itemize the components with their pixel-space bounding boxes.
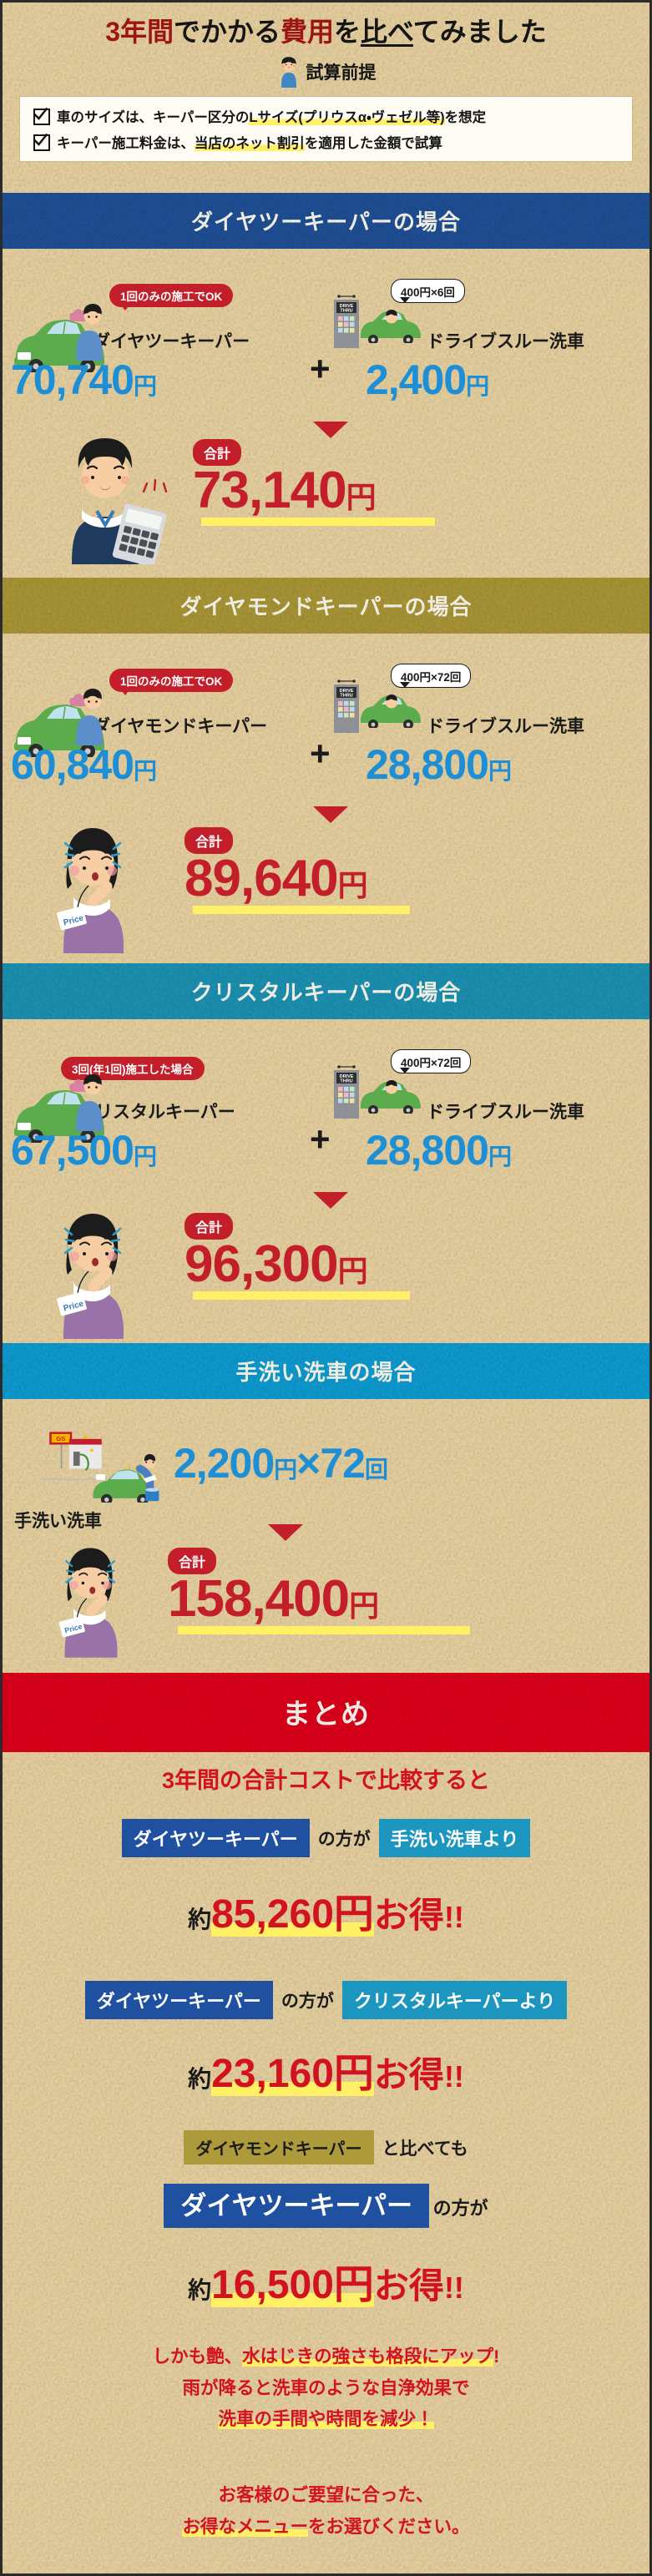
svg-text:THRU: THRU xyxy=(340,1079,352,1084)
svg-text:THRU: THRU xyxy=(340,694,352,699)
svg-text:GS: GS xyxy=(56,1435,65,1442)
svg-text:THRU: THRU xyxy=(340,309,352,314)
